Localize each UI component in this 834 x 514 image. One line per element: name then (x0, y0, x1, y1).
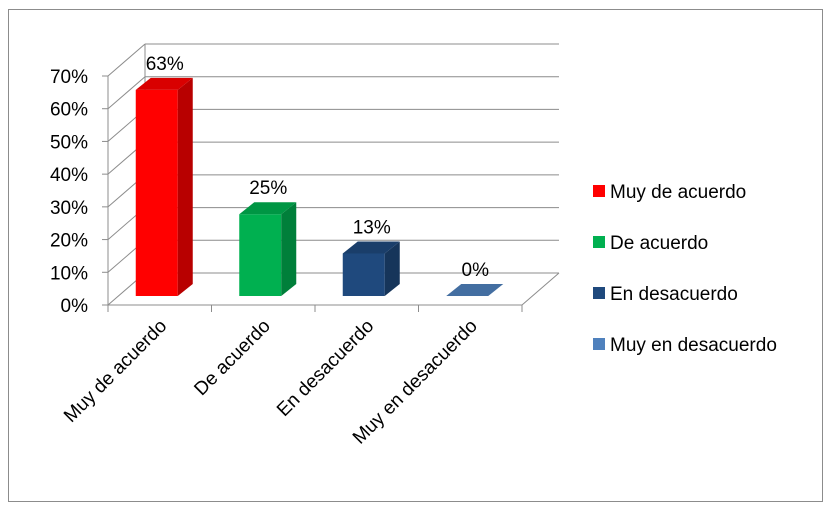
bar-top (135, 77, 193, 90)
bar-top (446, 284, 504, 296)
x-tick-label: De acuerdo (190, 316, 274, 400)
legend-swatch (593, 185, 605, 197)
data-label: 63% (146, 54, 184, 75)
legend: Muy de acuerdo De acuerdo En desacuerdo Muy… (593, 182, 777, 356)
bar-muy-en-desacuerdo (446, 284, 504, 297)
bar-front (342, 253, 385, 296)
data-label: 0% (462, 260, 490, 281)
gridline-side (107, 76, 146, 110)
legend-entry: Muy de acuerdo (593, 182, 746, 203)
y-tick-label: 50% (50, 132, 88, 153)
legend-entry: De acuerdo (593, 233, 708, 254)
bar-side (281, 202, 297, 296)
legend-swatch (593, 338, 605, 350)
y-tick-label: 70% (50, 67, 88, 88)
x-tick-label: En desacuerdo (273, 316, 378, 421)
y-tick-label: 40% (50, 165, 88, 186)
bar-en-desacuerdo (342, 241, 400, 296)
bar-front (135, 89, 178, 297)
bars (135, 77, 504, 297)
x-tick-label: Muy de acuerdo (60, 316, 171, 427)
bar-muy-de-acuerdo (135, 77, 193, 297)
data-label: 13% (353, 217, 391, 238)
legend-swatch (593, 236, 605, 248)
bar-de-acuerdo (239, 202, 297, 296)
gridline-side (107, 43, 146, 77)
y-tick-label: 60% (50, 100, 88, 121)
legend-swatch (593, 287, 605, 299)
bar-side (384, 241, 400, 296)
gridlines (107, 43, 559, 306)
legend-label: En desacuerdo (610, 284, 738, 305)
floor-right-edge (521, 272, 560, 306)
y-tick-label: 0% (61, 296, 89, 317)
bar-top (342, 241, 400, 254)
y-tick-label: 20% (50, 231, 88, 252)
legend-entry: En desacuerdo (593, 284, 738, 305)
legend-label: Muy de acuerdo (610, 182, 746, 203)
y-tick-label: 10% (50, 263, 88, 284)
y-tick-label: 30% (50, 198, 88, 219)
data-label: 25% (249, 178, 287, 199)
bar-front (239, 214, 282, 296)
legend-entry: Muy en desacuerdo (593, 335, 777, 356)
bar-top (239, 202, 297, 215)
legend-label: Muy en desacuerdo (610, 335, 777, 356)
legend-label: De acuerdo (610, 233, 708, 254)
bar-side (177, 77, 193, 297)
